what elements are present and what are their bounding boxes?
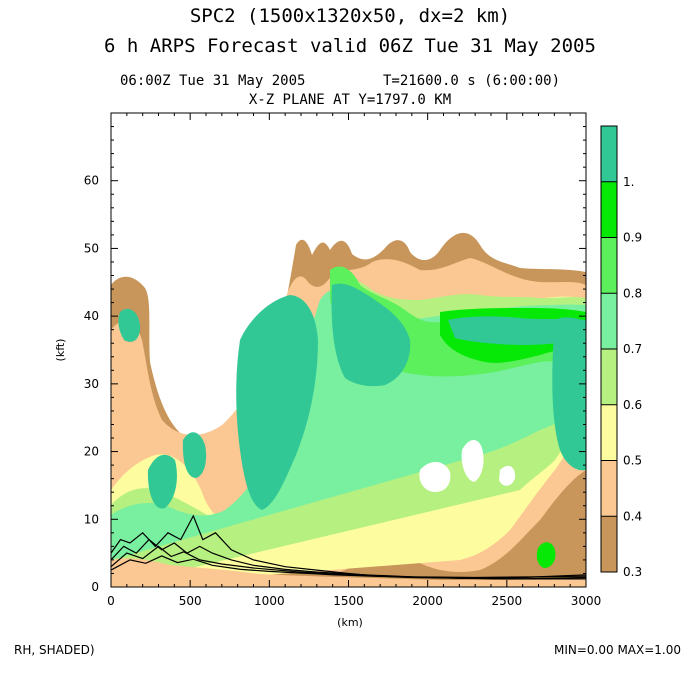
x-tick-label-0: 0 xyxy=(107,594,115,608)
rh-fill-level-1-0-a xyxy=(236,295,318,510)
rh-dry-pocket-b xyxy=(461,439,484,482)
rh-fill-level-1-0-g xyxy=(118,308,141,342)
colorbar-label-7: 0.9 xyxy=(623,231,642,245)
y-tick-label-20: 20 xyxy=(84,445,99,459)
x-axis-label: (km) xyxy=(337,616,363,629)
y-tick-label-30: 30 xyxy=(84,377,99,391)
rh-fill-level-0-9-b xyxy=(536,542,556,568)
figure-subtitle: 6 h ARPS Forecast valid 06Z Tue 31 May 2… xyxy=(104,35,596,57)
rh-fill-level-1-0-d xyxy=(552,317,586,471)
x-tick-label-1500: 1500 xyxy=(333,594,364,608)
colorbar-swatch-3 xyxy=(601,404,617,461)
y-tick-label-40: 40 xyxy=(84,309,99,323)
rh-fill-level-1-0-f xyxy=(182,432,207,478)
colorbar-label-2: 0.4 xyxy=(623,509,642,523)
colorbar: 0.3 0.4 0.5 0.6 0.7 0.8 0.9 1. xyxy=(600,125,642,579)
rh-dry-pocket-c xyxy=(499,465,516,486)
contour-lines xyxy=(111,514,586,580)
y-tick-label-10: 10 xyxy=(84,512,99,526)
y-tick-label-50: 50 xyxy=(84,241,99,255)
colorbar-swatch-1 xyxy=(601,516,617,572)
min-max-label: MIN=0.00 MAX=1.00 xyxy=(554,643,681,657)
axis-ticks: 0 500 1000 1500 2000 2500 3000 0 10 20 30 40 50 60 xyxy=(84,113,602,608)
colorbar-swatch-8 xyxy=(601,126,617,182)
colorbar-swatch-5 xyxy=(601,293,617,349)
rh-fill-near-surface xyxy=(111,558,586,587)
rh-shading xyxy=(111,232,586,587)
x-tick-label-500: 500 xyxy=(179,594,202,608)
y-tick-label-60: 60 xyxy=(84,174,99,188)
contour-line-4 xyxy=(111,555,586,580)
colorbar-label-8: 1. xyxy=(623,175,634,189)
colorbar-swatch-4 xyxy=(601,349,617,405)
y-tick-label-0: 0 xyxy=(91,580,99,594)
rh-fill-level-1-0-c xyxy=(448,316,586,345)
colorbar-label-6: 0.8 xyxy=(623,286,642,300)
colorbar-label-1: 0.3 xyxy=(623,565,642,579)
valid-time-label: 06:00Z Tue 31 May 2005 xyxy=(120,73,305,89)
plane-label: X-Z PLANE AT Y=1797.0 KM xyxy=(249,92,451,108)
colorbar-label-5: 0.7 xyxy=(623,342,642,356)
figure-title: SPC2 (1500x1320x50, dx=2 km) xyxy=(190,5,510,27)
colorbar-swatch-7 xyxy=(601,181,617,238)
colorbar-swatch-6 xyxy=(601,237,617,294)
colorbar-label-4: 0.6 xyxy=(623,398,642,412)
colorbar-label-3: 0.5 xyxy=(623,454,642,468)
variable-label: RH, SHADED) xyxy=(14,643,95,657)
rh-fill-level-1-0-b xyxy=(331,283,411,387)
colorbar-swatch-2 xyxy=(601,460,617,517)
rh-dry-pocket-a xyxy=(419,461,451,492)
x-tick-label-1000: 1000 xyxy=(254,594,285,608)
y-axis-label: (kft) xyxy=(54,339,67,362)
x-tick-label-2000: 2000 xyxy=(412,594,443,608)
model-time-label: T=21600.0 s (6:00:00) xyxy=(383,73,560,89)
plot-area: 0 500 1000 1500 2000 2500 3000 0 10 20 30 40 50 60 xyxy=(84,112,602,608)
x-tick-label-3000: 3000 xyxy=(571,594,602,608)
rh-fill-level-1-0-e xyxy=(147,454,177,509)
x-tick-label-2500: 2500 xyxy=(492,594,523,608)
